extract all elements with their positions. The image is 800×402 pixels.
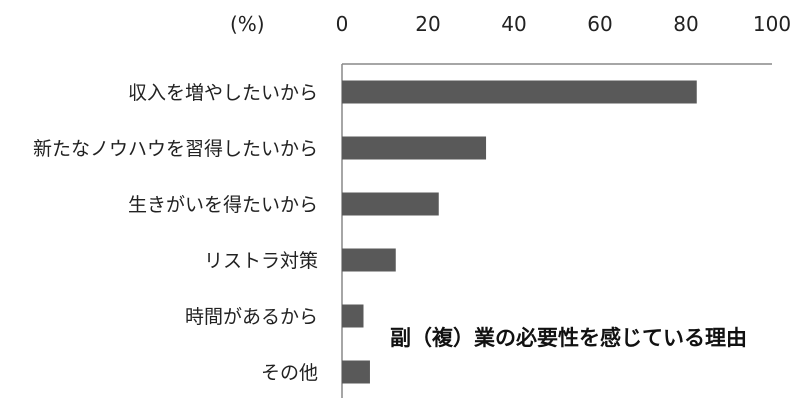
x-tick-labels: 0 20 40 60 80 100: [336, 12, 791, 36]
category-label: 収入を増やしたいから: [128, 82, 318, 104]
bar: [342, 304, 364, 328]
chart-title: 副（複）業の必要性を感じている理由: [390, 326, 747, 350]
x-tick-label: 0: [336, 12, 349, 36]
bar: [342, 360, 370, 384]
bar: [342, 192, 439, 216]
category-labels: 収入を増やしたいから新たなノウハウを習得したいから生きがいを得たいからリストラ対…: [33, 82, 318, 384]
bars: [342, 80, 697, 384]
axis-unit-label: (%): [230, 12, 265, 36]
x-tick-label: 20: [415, 12, 440, 36]
bar: [342, 248, 396, 272]
bar: [342, 80, 697, 104]
x-tick-label: 100: [753, 12, 791, 36]
category-label: その他: [261, 362, 318, 384]
category-label: 生きがいを得たいから: [128, 194, 318, 216]
x-tick-label: 60: [587, 12, 612, 36]
x-tick-label: 40: [501, 12, 526, 36]
bar: [342, 136, 487, 160]
category-label: 時間があるから: [185, 306, 318, 328]
category-label: リストラ対策: [204, 250, 318, 272]
category-label: 新たなノウハウを習得したいから: [33, 138, 318, 160]
x-tick-label: 80: [673, 12, 698, 36]
